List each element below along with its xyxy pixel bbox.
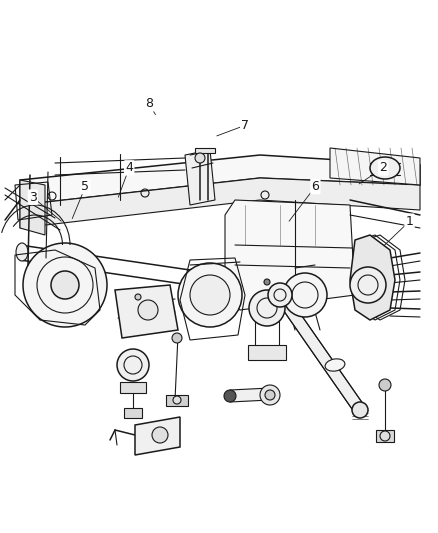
Polygon shape xyxy=(135,417,180,455)
Ellipse shape xyxy=(325,359,345,371)
Text: 1: 1 xyxy=(406,215,413,228)
Circle shape xyxy=(195,153,205,163)
Circle shape xyxy=(178,263,242,327)
Circle shape xyxy=(260,385,280,405)
Circle shape xyxy=(173,396,181,404)
Circle shape xyxy=(249,290,285,326)
Polygon shape xyxy=(248,345,286,360)
Circle shape xyxy=(190,275,230,315)
Circle shape xyxy=(264,279,270,285)
Polygon shape xyxy=(20,178,420,228)
Ellipse shape xyxy=(370,157,400,179)
Circle shape xyxy=(135,294,141,300)
Text: 2: 2 xyxy=(379,161,387,174)
Circle shape xyxy=(350,267,386,303)
Polygon shape xyxy=(230,388,270,402)
Polygon shape xyxy=(120,382,146,393)
Polygon shape xyxy=(195,148,215,153)
Polygon shape xyxy=(185,150,215,205)
Circle shape xyxy=(265,390,275,400)
Text: 5: 5 xyxy=(81,180,89,193)
Circle shape xyxy=(352,402,368,418)
Polygon shape xyxy=(376,430,394,442)
Polygon shape xyxy=(350,235,395,320)
Polygon shape xyxy=(124,408,142,418)
Circle shape xyxy=(51,271,79,299)
Polygon shape xyxy=(115,285,178,338)
Text: 4: 4 xyxy=(125,161,133,174)
Circle shape xyxy=(283,273,327,317)
Circle shape xyxy=(152,427,168,443)
Circle shape xyxy=(117,349,149,381)
Ellipse shape xyxy=(187,269,197,285)
Circle shape xyxy=(138,300,158,320)
Text: 6: 6 xyxy=(311,180,319,193)
Text: 7: 7 xyxy=(241,119,249,132)
Text: 8: 8 xyxy=(145,98,153,110)
Polygon shape xyxy=(330,148,420,185)
Circle shape xyxy=(172,333,182,343)
Polygon shape xyxy=(20,180,45,235)
Circle shape xyxy=(224,390,236,402)
Polygon shape xyxy=(275,292,365,414)
Polygon shape xyxy=(166,395,188,406)
Circle shape xyxy=(268,283,292,307)
Text: 3: 3 xyxy=(29,191,37,204)
Ellipse shape xyxy=(16,243,28,261)
Circle shape xyxy=(379,379,391,391)
Polygon shape xyxy=(20,155,420,205)
Polygon shape xyxy=(225,200,355,310)
Circle shape xyxy=(380,431,390,441)
Circle shape xyxy=(23,243,107,327)
